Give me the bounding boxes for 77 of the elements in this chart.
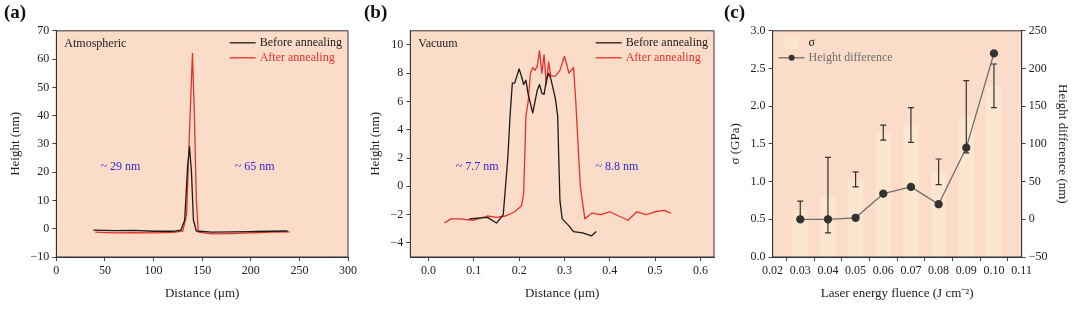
x-tick-label: 0.09 — [955, 263, 977, 278]
y-tick-label: 3.0 — [750, 22, 766, 37]
y2-tick-label: −50 — [1028, 249, 1048, 264]
annotation: ~ 7.7 nm — [455, 158, 500, 173]
legend-label: After annealing — [259, 49, 335, 64]
y2-tick-label: 0 — [1028, 211, 1035, 226]
y-tick-label: −10 — [30, 249, 50, 264]
chart-title: (c) — [724, 1, 746, 24]
y-tick-label: 0.5 — [750, 211, 766, 226]
x-tick-label: 0.4 — [602, 263, 618, 278]
x-tick-label: 50 — [98, 263, 111, 278]
y2-tick-label: 50 — [1028, 173, 1041, 188]
annotation: ~ 65 nm — [234, 158, 276, 173]
x-tick-label: 250 — [290, 263, 309, 278]
y-tick-label: −2 — [390, 206, 404, 221]
x-tick-label: 0.5 — [647, 263, 663, 278]
x-tick-label: 0.10 — [983, 263, 1005, 278]
y-tick-label: 0 — [397, 178, 404, 193]
x-tick-label: 0.1 — [466, 263, 482, 278]
y-tick-label: 2 — [397, 150, 404, 165]
y2-tick-label: 100 — [1028, 136, 1047, 151]
x-tick-label: 300 — [339, 263, 357, 278]
x-tick-label: 0.03 — [789, 263, 811, 278]
y-tick-label: 6 — [397, 93, 404, 108]
x-tick-label: 0.0 — [420, 263, 436, 278]
x-axis-title: Distance (μm) — [524, 284, 600, 300]
x-axis-title: Laser energy fluence (J cm⁻²) — [820, 284, 974, 300]
x-tick-label: 150 — [193, 263, 212, 278]
y-tick-label: 20 — [37, 164, 50, 179]
x-tick-label: 0.6 — [692, 263, 708, 278]
annotation: ~ 8.8 nm — [595, 158, 639, 173]
y2-tick-label: 250 — [1028, 22, 1047, 37]
x-axis-title: Distance (μm) — [164, 284, 240, 300]
y-tick-label: 70 — [37, 22, 50, 37]
y2-tick-label: 150 — [1028, 98, 1047, 113]
y-tick-label: 10 — [37, 192, 50, 207]
x-tick-label: 100 — [144, 263, 163, 278]
chart-title: (b) — [364, 1, 388, 24]
legend-label: Before annealing — [625, 34, 708, 49]
y-tick-label: 40 — [37, 107, 50, 122]
y2-tick-label: 200 — [1028, 60, 1047, 75]
y-tick-label: 4 — [397, 121, 404, 136]
y-axis-title: Height (nm) — [367, 111, 383, 176]
y2-axis-title: Height difference (nm) — [1055, 84, 1071, 204]
x-tick-label: 0.3 — [556, 263, 572, 278]
y-tick-label: 1.0 — [750, 173, 766, 188]
x-tick-label: 0.06 — [872, 263, 894, 278]
y-tick-label: 1.5 — [750, 136, 766, 151]
y-tick-label: 50 — [37, 79, 50, 94]
y-tick-label: 30 — [37, 136, 50, 151]
y-tick-label: −4 — [390, 235, 404, 250]
y-tick-label: 10 — [391, 37, 404, 52]
x-tick-label: 0.05 — [845, 263, 867, 278]
y-tick-label: 8 — [397, 65, 404, 80]
x-tick-label: 200 — [241, 263, 260, 278]
y-axis-title: Height (nm) — [7, 111, 23, 176]
y-tick-label: 0 — [43, 220, 50, 235]
x-tick-label: 0.02 — [762, 263, 784, 278]
x-tick-label: 0.08 — [928, 263, 950, 278]
x-tick-label: 0.2 — [511, 263, 527, 278]
legend-label: Height difference — [808, 49, 893, 64]
chart-title: (a) — [4, 1, 27, 24]
x-tick-label: 0.11 — [1011, 263, 1032, 278]
legend-label: After annealing — [625, 49, 701, 64]
y-tick-label: 2.5 — [750, 60, 766, 75]
x-tick-label: 0 — [53, 263, 60, 278]
x-tick-label: 0.04 — [817, 263, 839, 278]
annotation: ~ 29 nm — [100, 158, 142, 173]
legend-label: Before annealing — [259, 34, 342, 49]
annotation: Atmospheric — [64, 35, 127, 50]
y-tick-label: 60 — [37, 51, 50, 66]
legend-label: σ — [808, 34, 816, 49]
y-tick-label: 2.0 — [750, 98, 766, 113]
y-tick-label: 0.0 — [750, 249, 766, 264]
y-axis-title: σ (GPa) — [727, 123, 743, 165]
x-tick-label: 0.07 — [900, 263, 922, 278]
annotation: Vacuum — [418, 35, 459, 50]
